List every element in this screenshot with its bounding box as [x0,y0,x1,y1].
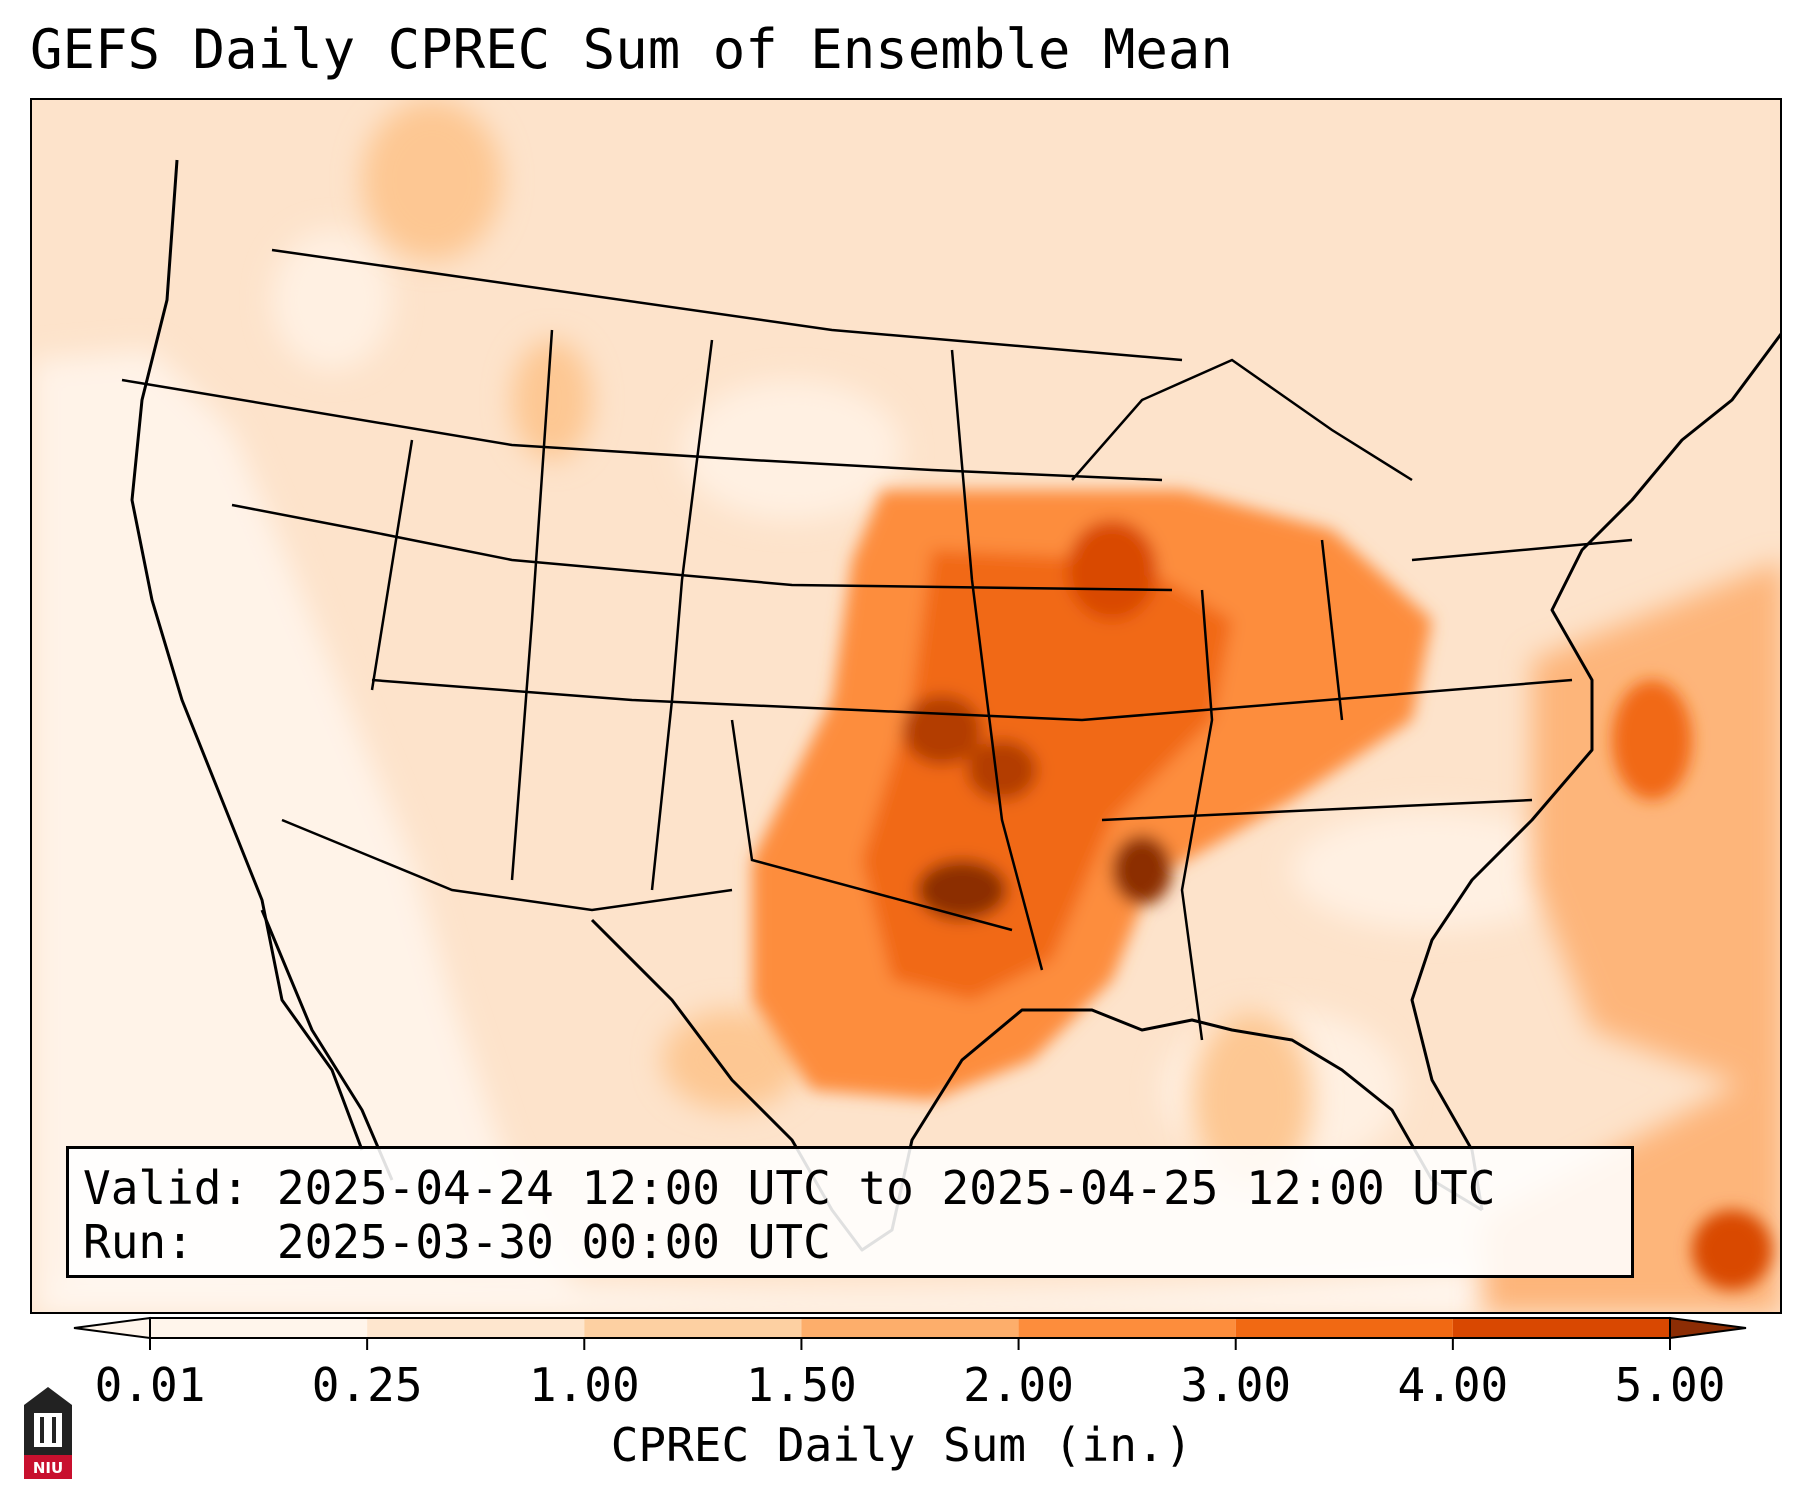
tick-label: 4.00 [1397,1358,1509,1412]
colorbar-label: CPREC Daily Sum (in.) [610,1418,1193,1472]
run-label: Run: [83,1215,194,1269]
tick-label: 3.00 [1180,1358,1292,1412]
colorbar-segment [584,1318,802,1338]
colorbar-segment [1235,1318,1453,1338]
colorbar-max-extension [1669,1316,1747,1340]
state-borders [121,248,1633,1041]
tick-label: 0.01 [94,1358,206,1412]
valid-label: Valid: [83,1161,250,1215]
coastlines [130,159,1780,1252]
info-box: Valid: 2025-04-24 12:00 UTC to 2025-04-2… [66,1146,1634,1278]
colorbar [73,1316,1747,1350]
map-panel [30,98,1782,1314]
tick-label: 2.00 [963,1358,1074,1412]
run-value: 2025-03-30 00:00 UTC [276,1215,831,1269]
niu-logo: NIU [24,1387,72,1479]
colorbar-segment [1452,1318,1670,1338]
precip-field-heavy [752,490,1772,1290]
tick-label: 1.00 [528,1358,640,1412]
colorbar-min-extension [73,1316,151,1340]
tick-label: 5.00 [1614,1358,1726,1412]
colorbar-segment [367,1318,585,1338]
tick-label: 1.50 [746,1358,857,1412]
tick-label: 0.25 [311,1358,423,1412]
colorbar-frame [149,1317,1671,1339]
colorbar-segment [801,1318,1019,1338]
precipitation-map [32,100,1780,1312]
logo-text: NIU [33,1459,63,1477]
colorbar-segment [1018,1318,1236,1338]
colorbar-segment [150,1318,368,1338]
valid-value: 2025-04-24 12:00 UTC to 2025-04-25 12:00… [276,1161,1496,1215]
chart-title: GEFS Daily CPREC Sum of Ensemble Mean [30,18,1233,81]
